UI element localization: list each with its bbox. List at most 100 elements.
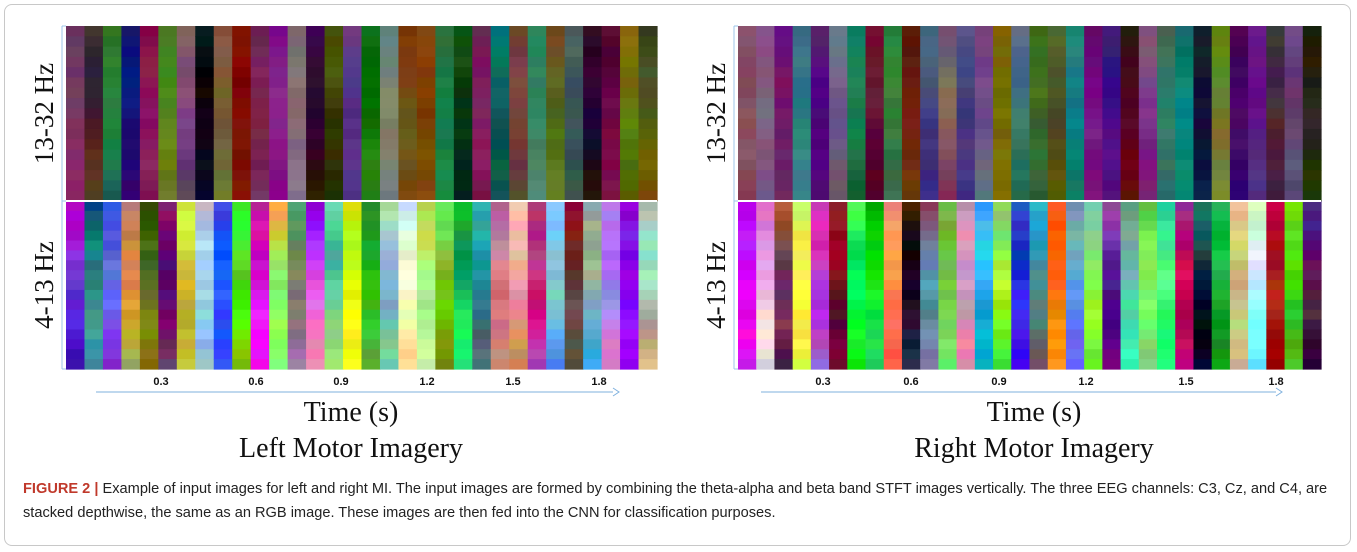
pixel: [1193, 290, 1212, 300]
pixel: [140, 108, 159, 119]
pixel: [158, 139, 177, 150]
pixel: [829, 180, 848, 191]
pixel: [884, 98, 903, 109]
pixel: [343, 260, 362, 270]
pixel: [325, 349, 344, 359]
pixel: [738, 349, 757, 359]
pixel: [435, 119, 454, 130]
pixel: [1303, 36, 1322, 47]
pixel: [103, 150, 122, 161]
pixel: [1139, 339, 1158, 349]
pixel: [565, 36, 584, 47]
pixel: [251, 310, 270, 320]
pixel: [1285, 57, 1304, 68]
pixel: [103, 67, 122, 78]
pixel: [1303, 129, 1322, 140]
pixel: [472, 349, 491, 359]
pixel: [1066, 77, 1085, 88]
pixel: [583, 191, 602, 202]
pixel: [195, 47, 214, 58]
pixel: [1030, 150, 1049, 161]
pixel: [1102, 108, 1121, 119]
pixel: [866, 47, 885, 58]
pixel: [325, 129, 344, 140]
pixel: [884, 119, 903, 130]
pixel: [509, 280, 528, 290]
pixel: [232, 57, 251, 68]
pixel: [866, 129, 885, 140]
pixel: [793, 359, 812, 369]
pixel: [509, 241, 528, 251]
pixel: [975, 67, 994, 78]
pixel: [1230, 98, 1249, 109]
pixel: [1139, 359, 1158, 369]
pixel: [1121, 359, 1140, 369]
pixel: [398, 329, 417, 339]
pixel: [1175, 280, 1194, 290]
pixel: [362, 139, 381, 150]
pixel: [975, 310, 994, 320]
pixel: [1102, 339, 1121, 349]
pixel: [1303, 150, 1322, 161]
pixel: [380, 231, 399, 241]
pixel: [454, 250, 473, 260]
pixel: [232, 329, 251, 339]
pixel: [975, 231, 994, 241]
pixel: [251, 77, 270, 88]
pixel: [793, 160, 812, 171]
pixel: [902, 150, 921, 161]
pixel: [1011, 88, 1030, 99]
pixel: [306, 320, 325, 330]
pixel: [195, 339, 214, 349]
pixel: [454, 108, 473, 119]
pixel: [103, 88, 122, 99]
pixel: [103, 260, 122, 270]
pixel: [417, 231, 436, 241]
pixel: [793, 280, 812, 290]
pixel: [738, 129, 757, 140]
pixel: [269, 339, 288, 349]
pixel: [269, 329, 288, 339]
pixel: [565, 129, 584, 140]
pixel: [565, 260, 584, 270]
pixel: [546, 160, 565, 171]
pixel: [195, 329, 214, 339]
pixel: [306, 300, 325, 310]
pixel: [1048, 359, 1067, 369]
pixel: [140, 36, 159, 47]
pixel: [380, 300, 399, 310]
pixel: [829, 119, 848, 130]
pixel: [546, 170, 565, 181]
pixel: [1048, 191, 1067, 202]
pixel: [1193, 129, 1212, 140]
pixel: [602, 320, 621, 330]
pixel: [902, 57, 921, 68]
pixel: [1066, 98, 1085, 109]
pixel: [1212, 57, 1231, 68]
pixel: [509, 180, 528, 191]
pixel: [306, 98, 325, 109]
pixel: [362, 211, 381, 221]
pixel: [1175, 98, 1194, 109]
pixel: [417, 290, 436, 300]
pixel: [325, 47, 344, 58]
pixel: [214, 36, 233, 47]
pixel: [1011, 280, 1030, 290]
pixel: [620, 339, 639, 349]
pixel: [325, 329, 344, 339]
pixel: [177, 320, 196, 330]
pixel: [214, 108, 233, 119]
pixel: [472, 129, 491, 140]
pixel: [1212, 47, 1231, 58]
pixel: [975, 170, 994, 181]
pixel: [1175, 180, 1194, 191]
pixel: [251, 36, 270, 47]
pixel: [738, 320, 757, 330]
pixel: [884, 329, 903, 339]
pixel: [103, 349, 122, 359]
pixel: [829, 349, 848, 359]
pixel: [528, 119, 547, 130]
pixel: [756, 201, 775, 211]
pixel: [793, 119, 812, 130]
pixel: [251, 180, 270, 191]
